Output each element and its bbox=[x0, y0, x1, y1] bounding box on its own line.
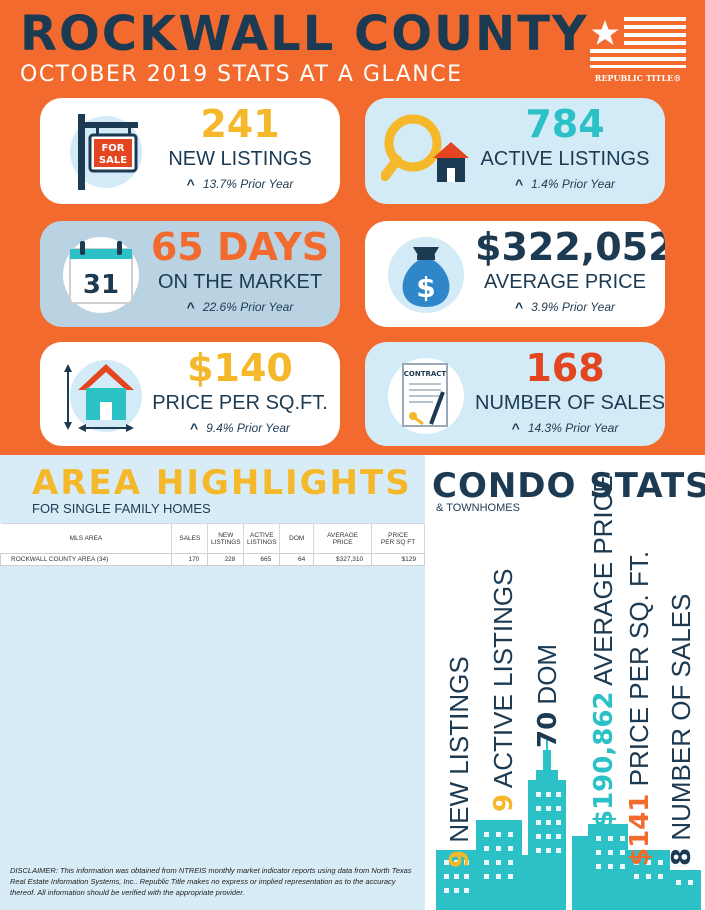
column-header: PRICE PER SQ FT bbox=[371, 523, 425, 554]
column-header: ACTIVE LISTINGS bbox=[243, 523, 281, 554]
number-of-sales-label: NUMBER OF SALES bbox=[475, 392, 665, 414]
condo-number-of-sales: 8 NUMBER OF SALES bbox=[666, 594, 697, 866]
city-skyline-icon bbox=[436, 740, 701, 910]
page-subtitle: OCTOBER 2019 STATS AT A GLANCE bbox=[20, 62, 463, 87]
house-measure-icon bbox=[64, 360, 142, 432]
stat-card-average-price: $ $322,052 AVERAGE PRICE ^ 3.9% Prior Yea… bbox=[365, 221, 665, 327]
svg-text:$: $ bbox=[416, 271, 435, 304]
table-cell: 665 bbox=[243, 553, 281, 566]
price-per-sqft-value: $140 bbox=[187, 346, 293, 390]
new-listings-change: ^ 13.7% Prior Year bbox=[150, 176, 330, 192]
svg-text:SALE: SALE bbox=[99, 155, 127, 166]
flag-icon bbox=[588, 16, 686, 68]
caret-up-icon: ^ bbox=[514, 176, 524, 192]
republic-title-logo: REPUBLIC TITLE® bbox=[588, 16, 688, 86]
table-cell: 170 bbox=[171, 553, 209, 566]
new-listings-label: NEW LISTINGS bbox=[168, 148, 312, 170]
condo-active-listings-label: ACTIVE LISTINGS bbox=[488, 568, 518, 789]
days-on-market-value: 65 DAYS bbox=[150, 225, 330, 269]
condo-average-price: $190,862 AVERAGE PRICE bbox=[588, 475, 619, 828]
condo-average-price-label: AVERAGE PRICE bbox=[588, 475, 618, 686]
active-listings-change: ^ 1.4% Prior Year bbox=[475, 176, 655, 192]
average-price-value: $322,052 bbox=[475, 225, 665, 269]
condo-stats-title: CONDO STATS bbox=[432, 466, 705, 506]
caret-up-icon: ^ bbox=[186, 299, 195, 315]
calendar-icon: 31 bbox=[63, 237, 139, 313]
table-cell: 228 bbox=[207, 553, 245, 566]
average-price-change-text: 3.9% Prior Year bbox=[531, 300, 615, 314]
condo-new-listings: 9 NEW LISTINGS bbox=[444, 656, 475, 868]
condo-dom-label: DOM bbox=[532, 643, 562, 705]
condo-stats-subtitle: & TOWNHOMES bbox=[436, 502, 520, 514]
condo-active-listings: 9 ACTIVE LISTINGS bbox=[488, 569, 519, 813]
condo-number-of-sales-value: 8 bbox=[667, 847, 697, 866]
svg-text:FOR: FOR bbox=[101, 143, 124, 154]
price-per-sqft-change: ^ 9.4% Prior Year bbox=[150, 420, 330, 436]
new-listings-value: 241 bbox=[200, 102, 280, 146]
stat-card-active-listings: 784 ACTIVE LISTINGS ^ 1.4% Prior Year bbox=[365, 98, 665, 204]
days-on-market-change-text: 22.6% Prior Year bbox=[202, 300, 294, 314]
table-cell: $129 bbox=[371, 553, 425, 566]
days-on-market-change: ^ 22.6% Prior Year bbox=[150, 299, 330, 315]
average-price-change: ^ 3.9% Prior Year bbox=[475, 299, 655, 315]
caret-up-icon: ^ bbox=[189, 420, 199, 436]
condo-price-per-sqft: $141 PRICE PER SQ. FT. bbox=[624, 551, 655, 866]
area-highlights-panel: AREA HIGHLIGHTS FOR SINGLE FAMILY HOMES … bbox=[0, 455, 425, 910]
column-header: SALES bbox=[171, 523, 209, 554]
stat-card-number-of-sales: CONTRACT 168 NUMBER OF SALES ^ 14.3% Prio… bbox=[365, 342, 665, 446]
area-highlights-table: MLS AREA SALES NEW LISTINGS ACTIVE LISTI… bbox=[0, 523, 425, 566]
price-per-sqft-change-text: 9.4% Prior Year bbox=[206, 421, 290, 435]
caret-up-icon: ^ bbox=[186, 176, 195, 192]
condo-average-price-value: $190,862 bbox=[589, 691, 619, 828]
number-of-sales-change: ^ 14.3% Prior Year bbox=[475, 420, 655, 436]
condo-new-listings-label: NEW LISTINGS bbox=[444, 656, 474, 843]
calendar-day-text: 31 bbox=[83, 270, 119, 300]
condo-price-per-sqft-label: PRICE PER SQ. FT. bbox=[624, 550, 654, 787]
disclaimer-text: DISCLAIMER: This information was obtaine… bbox=[10, 866, 412, 897]
stat-card-price-per-sqft: $140 PRICE PER SQ.FT. ^ 9.4% Prior Year bbox=[40, 342, 340, 446]
new-listings-change-text: 13.7% Prior Year bbox=[202, 177, 294, 191]
contract-icon: CONTRACT bbox=[388, 358, 464, 434]
stat-card-days-on-market: 31 65 DAYS ON THE MARKET ^ 22.6% Prior Ye… bbox=[40, 221, 340, 327]
condo-dom: 70 DOM bbox=[532, 644, 563, 748]
condo-new-listings-value: 9 bbox=[445, 849, 475, 868]
caret-up-icon: ^ bbox=[514, 299, 524, 315]
number-of-sales-value: 168 bbox=[525, 346, 605, 390]
logo-text: REPUBLIC TITLE® bbox=[594, 73, 682, 83]
contract-heading: CONTRACT bbox=[404, 370, 447, 378]
price-per-sqft-label: PRICE PER SQ.FT. bbox=[152, 392, 328, 414]
number-of-sales-change-text: 14.3% Prior Year bbox=[527, 421, 619, 435]
column-header: MLS AREA bbox=[0, 523, 173, 554]
area-highlights-title: AREA HIGHLIGHTS bbox=[32, 463, 412, 503]
column-header: DOM bbox=[279, 523, 315, 554]
days-on-market-label: ON THE MARKET bbox=[157, 271, 323, 293]
stat-card-new-listings: FOR SALE 241 NEW LISTINGS ^ 13.7% Prior Y… bbox=[40, 98, 340, 204]
table-row: ROCKWALL COUNTY AREA (34) 170 228 665 64… bbox=[0, 553, 425, 566]
magnifier-house-icon bbox=[381, 114, 469, 182]
column-header: AVERAGE PRICE bbox=[313, 523, 373, 554]
table-cell: 64 bbox=[279, 553, 315, 566]
area-highlights-subtitle: FOR SINGLE FAMILY HOMES bbox=[32, 501, 211, 516]
table-cell: $327,310 bbox=[313, 553, 373, 566]
condo-dom-value: 70 bbox=[533, 711, 563, 748]
active-listings-change-text: 1.4% Prior Year bbox=[531, 177, 615, 191]
column-header: NEW LISTINGS bbox=[207, 523, 245, 554]
condo-active-listings-value: 9 bbox=[489, 793, 519, 812]
average-price-label: AVERAGE PRICE bbox=[484, 271, 646, 293]
caret-up-icon: ^ bbox=[511, 420, 520, 436]
page-title: ROCKWALL COUNTY bbox=[20, 6, 589, 62]
active-listings-label: ACTIVE LISTINGS bbox=[480, 148, 650, 170]
money-bag-icon: $ bbox=[388, 237, 464, 313]
table-header-row: MLS AREA SALES NEW LISTINGS ACTIVE LISTI… bbox=[0, 523, 425, 554]
condo-number-of-sales-label: NUMBER OF SALES bbox=[666, 593, 696, 841]
table-cell: ROCKWALL COUNTY AREA (34) bbox=[0, 553, 173, 566]
active-listings-value: 784 bbox=[525, 102, 605, 146]
condo-price-per-sqft-value: $141 bbox=[625, 793, 655, 866]
for-sale-sign-icon: FOR SALE bbox=[70, 114, 142, 190]
